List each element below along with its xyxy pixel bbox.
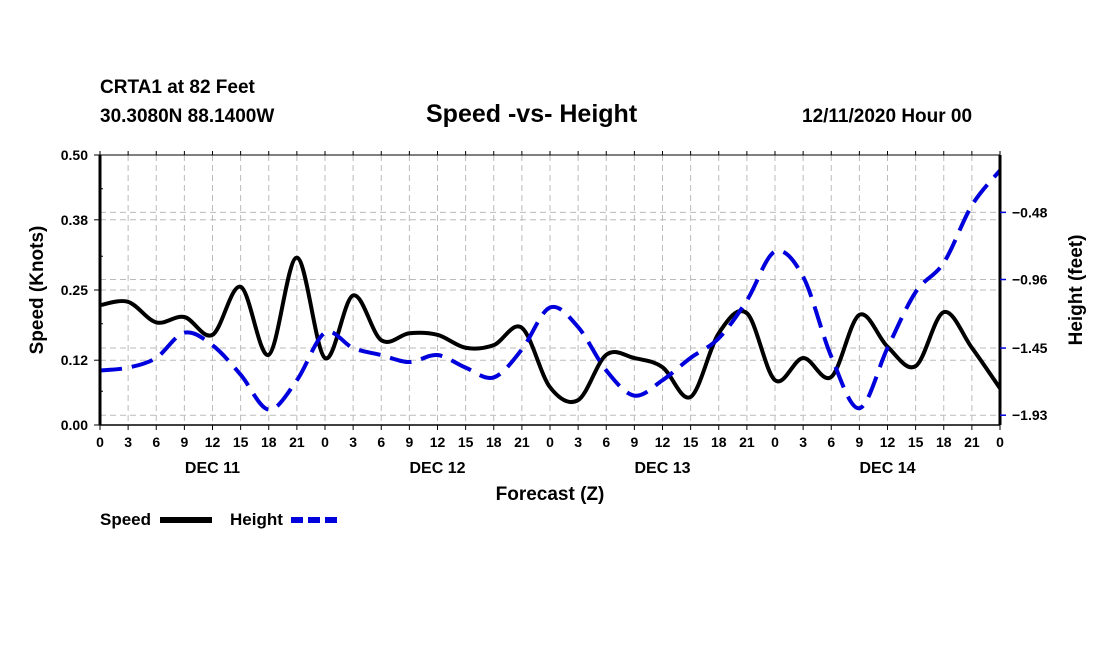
x-tick-label: 9 bbox=[855, 434, 863, 450]
x-tick-label: 21 bbox=[964, 434, 980, 450]
axis-labels: 0 3 6 9 12 15 18 21 0 3 6 9 12 15 18 21 0 3 6 9 12 15 18 21 0 3 6 9… bbox=[61, 147, 1048, 477]
x-tick-label: 6 bbox=[152, 434, 160, 450]
x-tick-label: 3 bbox=[574, 434, 582, 450]
x-tick-label: 21 bbox=[514, 434, 530, 450]
x-tick-label: 21 bbox=[739, 434, 755, 450]
legend-label-speed: Speed bbox=[100, 510, 151, 529]
day-label: DEC 13 bbox=[634, 460, 690, 477]
x-tick-label: 9 bbox=[180, 434, 188, 450]
legend-label-height: Height bbox=[230, 510, 283, 529]
series-group bbox=[99, 169, 1002, 412]
x-tick-label: 0 bbox=[996, 434, 1004, 450]
x-axis-title: Forecast (Z) bbox=[496, 484, 605, 505]
chart-title: Speed -vs- Height bbox=[426, 100, 638, 128]
x-tick-label: 15 bbox=[458, 434, 474, 450]
x-tick-label: 15 bbox=[908, 434, 924, 450]
x-tick-label: 18 bbox=[486, 434, 502, 450]
x-tick-label: 0 bbox=[771, 434, 779, 450]
y-tick-label: 0.00 bbox=[61, 417, 88, 433]
day-label: DEC 12 bbox=[409, 460, 465, 477]
station-label: CRTA1 at 82 Feet bbox=[100, 77, 255, 98]
x-tick-label: 12 bbox=[205, 434, 221, 450]
x-tick-label: 18 bbox=[711, 434, 727, 450]
y2-tick-label: −1.45 bbox=[1012, 340, 1048, 356]
y-axis-title: Speed (Knots) bbox=[27, 226, 48, 355]
series-line-height bbox=[99, 169, 1002, 412]
x-tick-label: 18 bbox=[261, 434, 277, 450]
x-tick-label: 0 bbox=[546, 434, 554, 450]
x-tick-label: 21 bbox=[289, 434, 305, 450]
y2-tick-label: −0.96 bbox=[1012, 272, 1048, 288]
x-tick-label: 3 bbox=[349, 434, 357, 450]
x-tick-label: 12 bbox=[880, 434, 896, 450]
y2-tick-label: −1.93 bbox=[1012, 407, 1048, 423]
x-tick-label: 0 bbox=[96, 434, 104, 450]
x-tick-label: 12 bbox=[655, 434, 671, 450]
day-label: DEC 11 bbox=[185, 460, 240, 477]
x-tick-label: 12 bbox=[430, 434, 446, 450]
y2-tick-label: −0.48 bbox=[1012, 204, 1048, 220]
y-tick-label: 0.25 bbox=[61, 282, 88, 298]
grid bbox=[100, 155, 1000, 425]
x-tick-label: 6 bbox=[377, 434, 385, 450]
x-tick-label: 0 bbox=[321, 434, 329, 450]
y2-axis-title: Height (feet) bbox=[1066, 235, 1087, 346]
axes bbox=[94, 151, 1006, 430]
x-tick-label: 15 bbox=[683, 434, 699, 450]
series-line-speed bbox=[99, 255, 1002, 405]
x-tick-label: 15 bbox=[233, 434, 249, 450]
x-tick-label: 6 bbox=[602, 434, 610, 450]
x-tick-label: 18 bbox=[936, 434, 952, 450]
legend: Speed Height bbox=[100, 510, 342, 529]
x-tick-label: 6 bbox=[827, 434, 835, 450]
forecast-date-label: 12/11/2020 Hour 00 bbox=[802, 106, 973, 127]
x-tick-label: 9 bbox=[630, 434, 638, 450]
y-tick-label: 0.12 bbox=[61, 352, 88, 368]
y-tick-label: 0.38 bbox=[61, 212, 88, 228]
x-tick-label: 3 bbox=[799, 434, 807, 450]
day-label: DEC 14 bbox=[859, 460, 915, 477]
x-tick-label: 9 bbox=[405, 434, 413, 450]
coordinates-label: 30.3080N 88.1400W bbox=[100, 106, 275, 127]
x-tick-label: 3 bbox=[124, 434, 132, 450]
y-tick-label: 0.50 bbox=[61, 147, 88, 163]
